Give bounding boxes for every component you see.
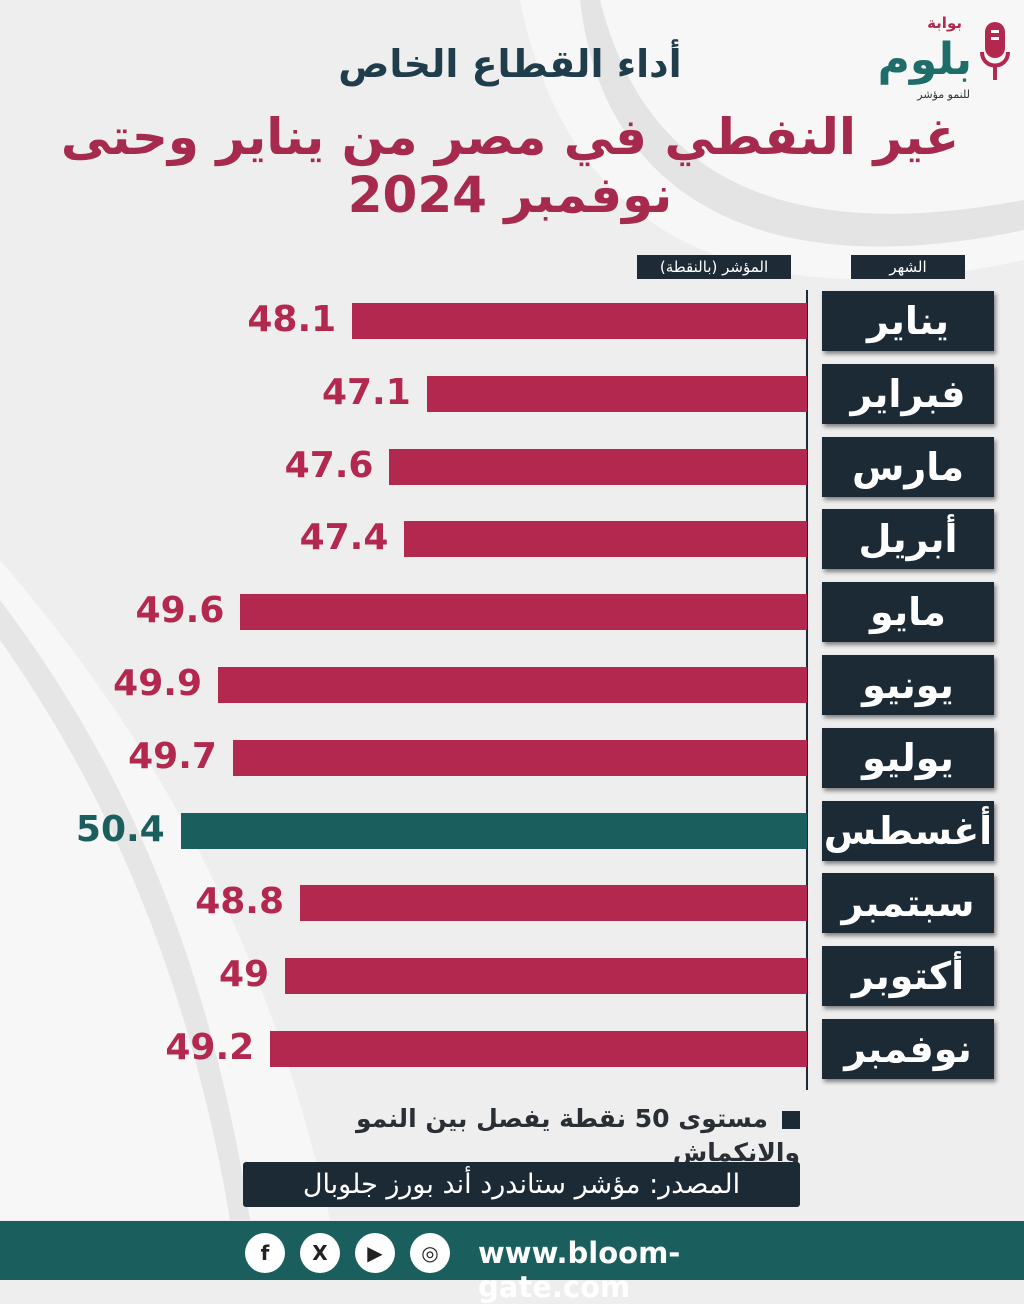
logo-small-text: بوابة [927, 14, 962, 32]
month-column-header: الشهر [851, 255, 965, 279]
brand-logo: بوابة بلوم للنمو مؤشر [870, 14, 1010, 104]
logo-main-text: بلوم [877, 34, 974, 85]
chart-axis-line [806, 290, 808, 1090]
note-square-icon [782, 1111, 800, 1129]
title-line-1: أداء القطاع الخاص [338, 42, 682, 86]
footer-bar [0, 1221, 1024, 1280]
microphone-icon [980, 22, 1010, 80]
threshold-note: مستوى 50 نقطة يفصل بين النمو والانكماش [230, 1102, 800, 1167]
youtube-icon[interactable]: ▶ [355, 1233, 395, 1273]
facebook-icon[interactable]: f [245, 1233, 285, 1273]
x-icon[interactable]: X [300, 1233, 340, 1273]
background-swoosh [0, 0, 1024, 1220]
source-box: المصدر: مؤشر ستاندرد أند بورز جلوبال [243, 1162, 800, 1207]
instagram-icon[interactable]: ◎ [410, 1233, 450, 1273]
website-link[interactable]: www.bloom-gate.com [478, 1236, 681, 1304]
title-line-2: غير النفطي في مصر من يناير وحتى نوفمبر 2… [60, 108, 960, 224]
index-column-header: المؤشر (بالنقطة) [637, 255, 791, 279]
logo-tagline: للنمو مؤشر [917, 88, 970, 101]
